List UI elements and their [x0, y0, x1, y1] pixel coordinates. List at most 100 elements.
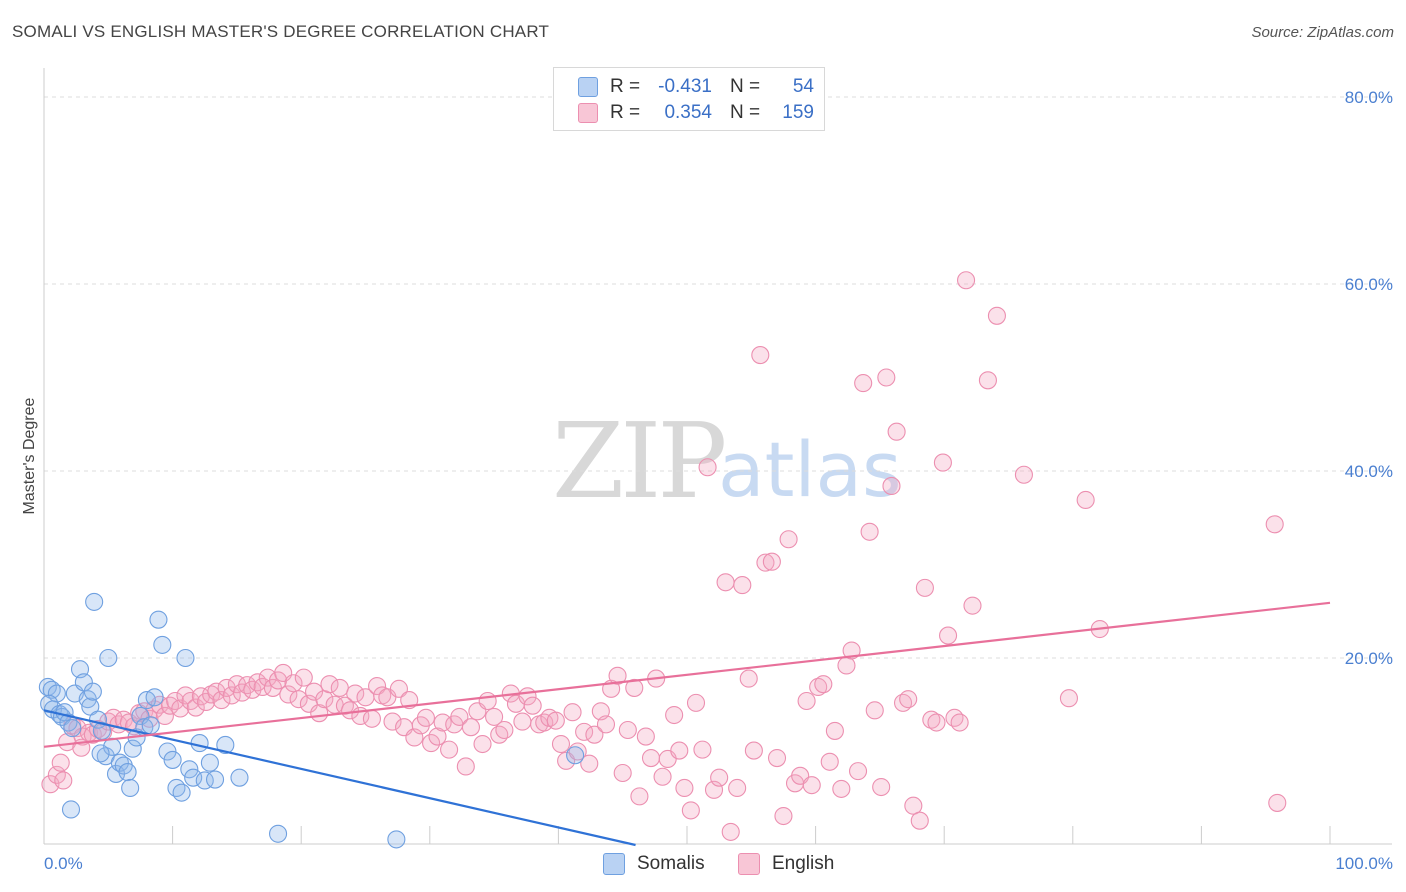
english-point [68, 719, 87, 738]
legend-n-value: 159 [782, 102, 814, 123]
somali-point [61, 800, 81, 819]
english-point [751, 346, 770, 365]
english-point [495, 720, 514, 740]
english-point [653, 767, 672, 786]
english-point [978, 371, 997, 390]
watermark-atlas: atlas [718, 425, 902, 514]
english-point [585, 725, 604, 744]
somali-point [153, 635, 172, 654]
somali-point [230, 768, 249, 787]
english-point [820, 752, 839, 771]
english-point [832, 779, 851, 798]
english-point [693, 740, 712, 759]
english-point [422, 734, 441, 753]
english-point [176, 686, 195, 705]
english-point [774, 806, 793, 826]
english-point [704, 780, 724, 799]
legend: R = -0.431 N = 54 R = 0.354 N = 159 [553, 67, 825, 131]
somali-point [141, 716, 160, 735]
english-point [877, 368, 896, 387]
english-point [922, 710, 941, 729]
somali-point [83, 682, 102, 701]
english-point [485, 707, 504, 726]
english-point [478, 691, 497, 711]
english-point [797, 691, 816, 711]
english-point [904, 796, 923, 815]
legend-row-somalis: R = -0.431 N = 54 [578, 75, 814, 99]
english-point [222, 686, 241, 705]
somali-point [131, 706, 150, 726]
english-point [686, 693, 706, 712]
english-point [473, 734, 492, 754]
english-legend-swatch [738, 853, 760, 875]
english-point [641, 748, 661, 768]
somali-point [190, 734, 209, 753]
english-point [933, 453, 952, 472]
somali-point [91, 744, 110, 763]
y-axis-label: Master's Degree [21, 397, 38, 514]
legend-row-english: R = 0.354 N = 159 [578, 101, 814, 125]
somali-point [123, 739, 142, 758]
source-note: Source: ZipAtlas.com [1251, 24, 1394, 41]
english-point [1076, 490, 1095, 510]
english-point [341, 701, 360, 720]
somali-point [163, 750, 182, 769]
english-point [1059, 689, 1078, 708]
somali-legend-swatch [603, 853, 625, 875]
english-point [51, 753, 70, 772]
y-tick-label: 60.0% [1345, 275, 1393, 294]
x-tick-label-max: 100.0% [1335, 854, 1393, 873]
english-point [899, 690, 918, 709]
y-tick-label: 20.0% [1345, 649, 1393, 668]
somali-point [158, 742, 177, 761]
english-point [665, 705, 684, 725]
somali-point [149, 610, 168, 629]
legend-n-value: 54 [792, 76, 814, 97]
legend-r-label: R = [610, 76, 641, 97]
english-point [368, 676, 387, 696]
english-point [927, 713, 946, 732]
somali-point [205, 770, 225, 789]
english-swatch [578, 103, 598, 123]
english-point [400, 691, 419, 710]
english-point [618, 720, 637, 740]
chart-title: SOMALI VS ENGLISH MASTER'S DEGREE CORREL… [12, 22, 550, 41]
english-point [207, 682, 226, 701]
english-point [860, 522, 879, 541]
english-legend-label: English [772, 853, 835, 874]
english-point [814, 675, 833, 694]
english-point [279, 685, 298, 704]
english-point [882, 476, 901, 496]
english-point [580, 754, 599, 773]
english-point [865, 701, 884, 720]
english-point [721, 822, 740, 841]
somali-point [172, 783, 191, 802]
english-point [779, 530, 798, 549]
somali-point [566, 746, 585, 765]
legend-r-value: 0.354 [664, 102, 712, 123]
english-point [289, 690, 308, 709]
somali-point [180, 760, 199, 779]
somali-point [387, 830, 406, 849]
english-point [575, 722, 594, 741]
somali-point [145, 688, 164, 707]
english-point [320, 675, 339, 694]
somali-point [121, 778, 140, 798]
english-point [202, 685, 221, 704]
english-point [613, 763, 632, 783]
somali-point [184, 768, 203, 787]
y-tick-label: 40.0% [1345, 462, 1393, 481]
grid-lines [44, 96, 1392, 659]
english-point [450, 707, 469, 726]
english-point [910, 811, 929, 830]
english-point [551, 734, 571, 754]
bottom-legend-english: English [738, 853, 834, 875]
english-point [433, 713, 452, 732]
english-point [563, 703, 582, 722]
english-point [716, 573, 735, 592]
english-point [155, 706, 174, 726]
english-point [848, 762, 868, 781]
english-point [630, 787, 649, 806]
english-point [608, 666, 627, 685]
english-point [825, 721, 844, 740]
